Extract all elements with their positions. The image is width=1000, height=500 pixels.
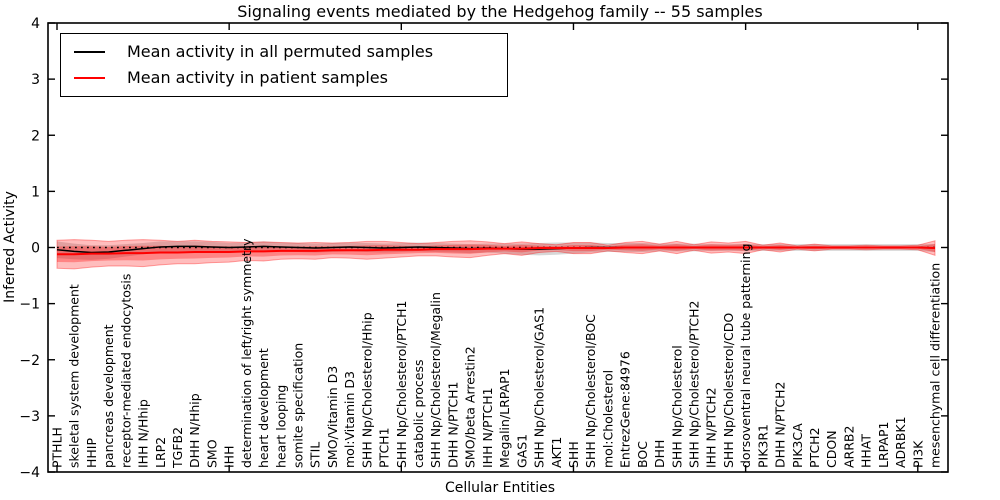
y-tick-label: 2 [31,128,40,144]
x-category-label: SMO/beta Arrestin2 [463,346,478,468]
y-tick-label: −3 [19,409,40,425]
x-category-label: heart development [256,348,271,468]
y-tick-label: −1 [19,297,40,313]
x-category-label: somite specification [291,343,306,468]
x-category-label: dorsoventral neural tube patterning [738,244,753,469]
x-category-label: catabolic process [411,359,426,468]
x-category-label: BOC [635,441,650,468]
x-category-label: receptor-mediated endocytosis [118,274,133,468]
x-category-label: SHH Np/Cholesterol [669,345,684,468]
x-category-label: TGFB2 [170,427,185,469]
x-category-label: DHH [652,440,667,468]
x-category-label: heart looping [273,385,288,468]
x-category-label: SHH Np/Cholesterol/CDO [721,313,736,468]
legend-item-patient: Mean activity in patient samples [74,70,507,86]
x-category-label: mol:Vitamin D3 [342,371,357,468]
x-category-label: LRPAP1 [876,422,891,468]
legend-label-patient: Mean activity in patient samples [127,68,388,87]
x-category-label: SHH [566,441,581,468]
x-category-label: DHH N/PTCH2 [773,382,788,468]
x-category-label: ARRB2 [841,426,856,468]
x-category-label: PIK3CA [790,423,805,468]
chart-title: Signaling events mediated by the Hedgeho… [237,2,763,21]
x-category-label: PI3K [910,440,925,468]
y-tick-label: −2 [19,353,40,369]
x-category-label: SHH Np/Cholesterol/BOC [583,314,598,468]
x-category-label: GAS1 [514,434,529,468]
x-category-label: PIK3R1 [755,424,770,468]
patient-line-swatch [74,77,105,79]
y-tick-label: 1 [31,184,40,200]
permuted-line-swatch [74,51,105,53]
x-category-label: SMO [204,439,219,468]
x-category-label: SHH Np/Cholesterol/Megalin [428,292,443,468]
x-category-label: AKT1 [549,437,564,468]
x-category-label: HHAT [859,434,874,468]
x-category-label: mol:Cholesterol [600,370,615,468]
legend-item-permuted: Mean activity in all permuted samples [74,44,507,60]
y-tick-label: 3 [31,72,40,88]
x-category-label: SHH Np/Cholesterol/Hhip [359,312,374,468]
x-category-label: IHH [222,446,237,469]
x-category-label: ADRBK1 [893,416,908,468]
patient-mean-line [57,246,936,256]
x-category-label: DHH N/Hhip [187,393,202,468]
x-category-label: SHH Np/Cholesterol/PTCH2 [686,301,701,469]
legend: Mean activity in all permuted samples Me… [60,33,508,97]
x-category-label: SHH Np/Cholesterol/PTCH1 [394,301,409,469]
x-axis-label: Cellular Entities [444,480,556,496]
x-category-label: mesenchymal cell differentiation [928,263,943,468]
y-tick-label: 0 [31,241,40,257]
x-category-label: determination of left/right symmetry [239,238,254,468]
x-category-label: STIL [308,442,323,468]
patient-band-inner [57,244,935,263]
x-category-label: pancreas development [101,324,116,468]
x-category-label: IHH N/PTCH1 [480,387,495,468]
x-category-label: DHH N/PTCH1 [445,382,460,468]
x-category-label: PTCH1 [377,427,392,468]
x-category-label: EntrezGene:84976 [618,351,633,468]
x-category-label: LRP2 [153,437,168,468]
x-category-label: skeletal system development [67,284,82,468]
x-category-label: HHIP [84,438,99,468]
x-category-label: IHH N/Hhip [136,399,151,468]
x-category-label: CDON [824,430,839,468]
x-category-label: PTHLH [50,427,65,468]
legend-label-permuted: Mean activity in all permuted samples [127,42,434,61]
x-category-label: SMO/Vitamin D3 [325,366,340,468]
y-tick-label: −4 [19,465,40,481]
x-category-label: SHH Np/Cholesterol/GAS1 [532,307,547,468]
y-axis-label: Inferred Activity [2,191,18,303]
x-category-label: Megalin/LRPAP1 [497,368,512,468]
y-tick-label: 4 [31,16,40,32]
x-category-label: PTCH2 [807,427,822,468]
x-category-label: IHH N/PTCH2 [704,387,719,468]
permuted-band [57,241,935,260]
